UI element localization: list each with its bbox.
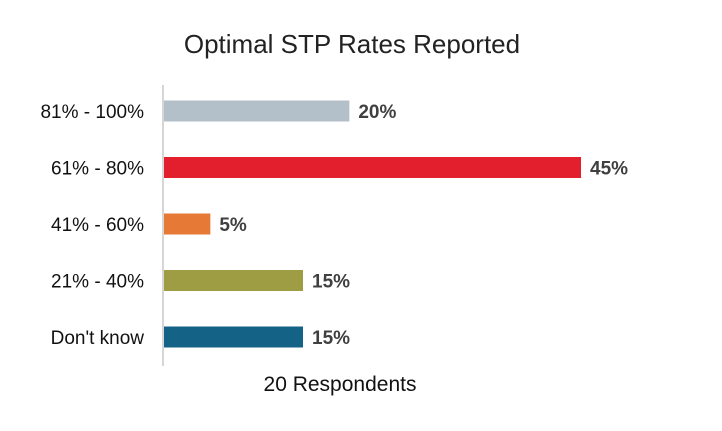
bar [164,100,350,122]
bar [164,326,303,348]
data-label: 5% [219,215,247,236]
category-label: Don't know [51,328,145,349]
data-label: 15% [312,328,350,349]
x-axis-label: 20 Respondents [264,373,417,396]
data-label: 20% [358,102,396,123]
category-label: 61% - 80% [51,159,144,180]
data-label: 45% [590,159,628,180]
category-label: 21% - 40% [51,272,144,293]
bar [164,270,303,291]
category-label: 41% - 60% [51,215,144,236]
bar [164,213,211,235]
data-label: 15% [312,272,350,293]
bars-layer: 81% - 100% 20% 61% - 80% 45% 41% - 60% 5% 21% … [40,100,628,349]
category-label: 81% - 100% [40,102,144,123]
chart-title: Optimal STP Rates Reported [184,29,520,59]
bar [164,157,581,178]
